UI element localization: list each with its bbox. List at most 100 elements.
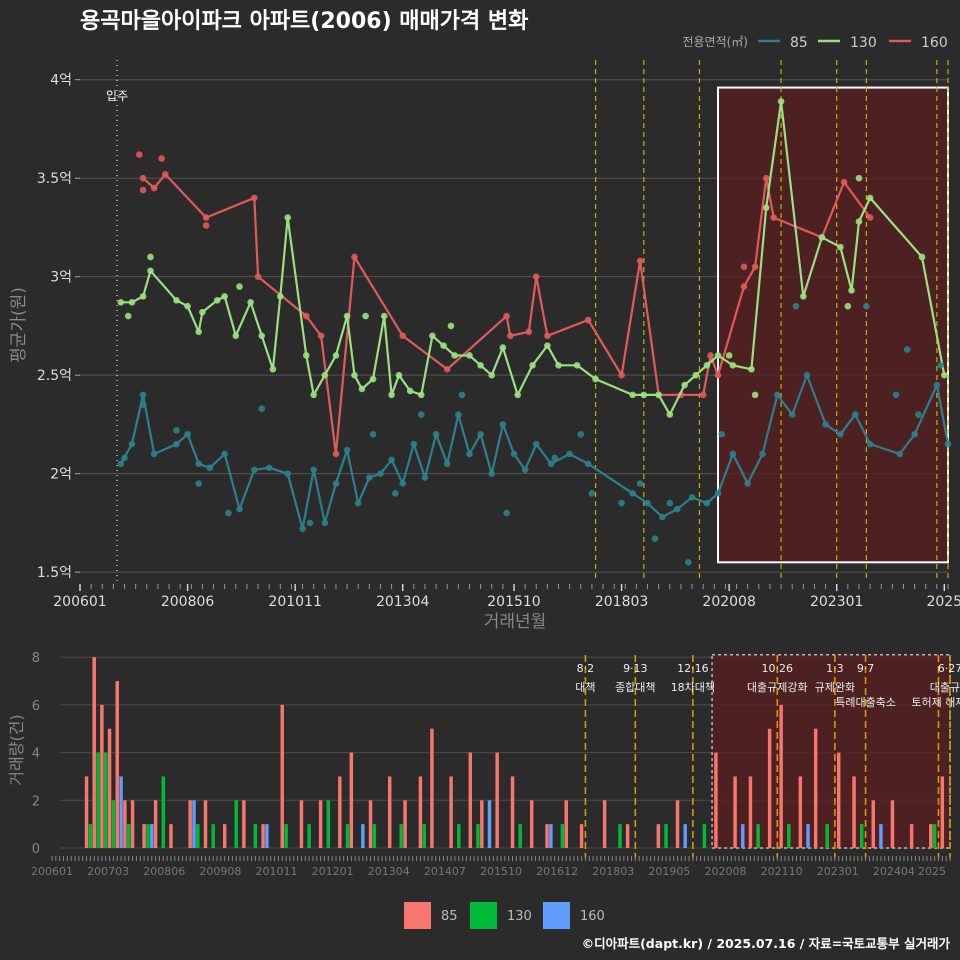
x-tick-label: 200806: [161, 594, 215, 610]
x-tick-label: 201905: [648, 865, 690, 878]
volume-axes: 0 2 4 6 8 200601 200703 200806 200908 201011 20120…: [31, 651, 951, 878]
data-point-160: [636, 257, 644, 265]
data-point-85: [866, 440, 874, 448]
volume-bar-85: [813, 728, 818, 848]
highlight-box: [717, 86, 949, 564]
legend-label-160: 160: [921, 35, 948, 51]
data-point-85: [173, 427, 180, 434]
volume-bar-160: [879, 824, 883, 848]
data-point-130: [466, 352, 473, 359]
x-tick-label: 200806: [143, 865, 185, 878]
volume-bar-130: [422, 824, 426, 848]
volume-bar-160: [549, 824, 553, 848]
data-point-160: [525, 328, 533, 336]
data-point-130: [629, 391, 637, 399]
data-point-85: [173, 440, 180, 448]
data-point-130: [247, 298, 254, 306]
volume-bar-85: [299, 800, 304, 848]
data-point-130: [499, 344, 507, 351]
legend-title: 전용면적(㎡): [682, 35, 748, 49]
data-point-160: [544, 332, 551, 340]
y-tick-label: 4: [32, 747, 40, 762]
data-point-160: [136, 151, 143, 158]
policy-name: 18차대책: [671, 681, 715, 694]
policy-name: 대출규제강화: [747, 681, 808, 694]
data-point-130: [310, 391, 317, 399]
y-tick-label: 2.5억: [37, 368, 72, 384]
data-point-130: [544, 342, 551, 349]
data-point-85: [744, 480, 751, 487]
data-point-160: [714, 371, 722, 379]
x-tick-label: 201304: [368, 865, 410, 878]
volume-bar-130: [111, 800, 116, 848]
data-point-85: [421, 474, 429, 481]
data-point-130: [139, 293, 147, 300]
data-point-130: [417, 391, 425, 399]
x-tick-label: 202110: [761, 865, 803, 878]
data-point-85: [221, 450, 228, 458]
data-point-130: [284, 214, 292, 221]
policy-name: 대출규제: [930, 681, 960, 694]
data-point-85: [121, 454, 128, 462]
price-series: [117, 98, 952, 566]
data-point-85: [759, 450, 766, 458]
x-tick-label: 200703: [87, 865, 129, 878]
policy-date: 6·27: [938, 662, 960, 675]
data-point-85: [195, 480, 203, 487]
data-point-85: [521, 466, 529, 474]
volume-bar-130: [307, 824, 311, 848]
data-point-160: [707, 352, 714, 359]
volume-bar-85: [564, 800, 568, 848]
data-point-85: [184, 430, 191, 438]
volume-bar-85: [545, 824, 549, 848]
volume-bar-160: [119, 776, 123, 848]
y-tick-label: 2: [32, 794, 40, 809]
volume-bar-85: [115, 681, 119, 848]
data-point-85: [837, 430, 844, 438]
data-point-85: [644, 499, 651, 507]
policy-date: 9·7: [857, 662, 875, 675]
data-point-130: [369, 375, 377, 383]
data-point-85: [774, 391, 781, 399]
data-point-130: [592, 375, 599, 383]
data-point-85: [206, 464, 214, 472]
data-point-130: [529, 362, 536, 369]
volume-bar-85: [430, 728, 434, 848]
volume-bar-160: [683, 824, 687, 848]
data-point-130: [488, 371, 496, 379]
volume-bar-130: [196, 824, 200, 848]
data-point-85: [432, 430, 440, 438]
data-point-130: [221, 293, 228, 300]
volume-bar-85: [940, 776, 945, 848]
data-point-130: [213, 297, 221, 304]
data-point-85: [354, 499, 362, 507]
data-point-130: [451, 352, 458, 359]
data-point-85: [443, 460, 451, 468]
data-point-85: [236, 505, 243, 513]
policy-name: 특례대출축소: [835, 696, 896, 709]
x-tick-label: 202008: [705, 865, 747, 878]
data-point-85: [636, 480, 644, 487]
x-tick-label: 202301: [817, 865, 859, 878]
policy-lines: [595, 60, 949, 582]
data-point-85: [547, 460, 555, 468]
volume-bar-130: [457, 824, 461, 848]
volume-bar-130: [664, 824, 668, 848]
data-point-130: [837, 243, 844, 251]
policy-name: 토허제 해제: [911, 695, 960, 709]
data-point-85: [673, 505, 681, 513]
volume-bar-160: [741, 824, 745, 848]
data-point-85: [851, 411, 859, 418]
volume-bar-85: [733, 776, 737, 848]
volume-bar-85: [338, 776, 342, 848]
data-point-85: [139, 391, 147, 399]
price-axes: 1.5억 2억 2.5억 3억 3.5억 4억 200601 200806 201011 2013…: [37, 73, 960, 610]
volume-bar-85: [748, 776, 753, 848]
data-point-130: [128, 298, 136, 306]
policy-date: 8·2: [577, 662, 595, 675]
volume-bar-85: [130, 800, 135, 848]
data-point-85: [399, 480, 407, 487]
data-point-85: [343, 446, 351, 454]
y-tick-label: 6: [32, 699, 40, 714]
